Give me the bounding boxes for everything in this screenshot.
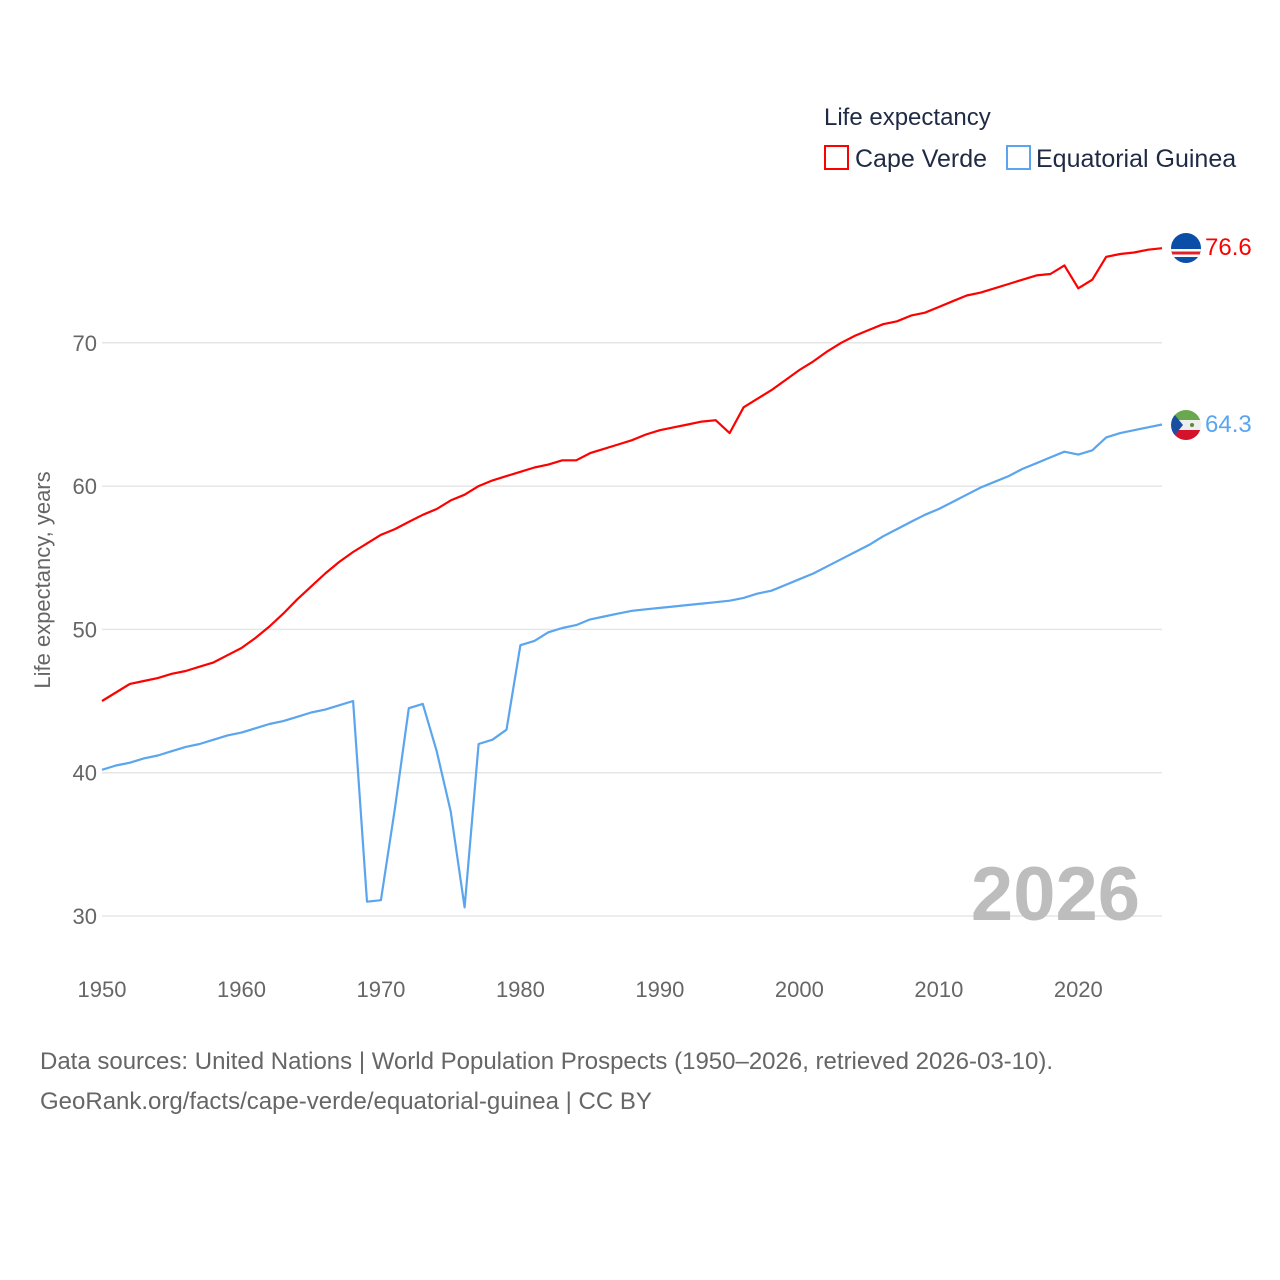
x-tick-label: 2000 — [775, 977, 824, 1002]
x-tick-label: 1950 — [78, 977, 127, 1002]
y-tick-label: 50 — [73, 617, 97, 642]
legend-swatch-equatorial-guinea — [1006, 145, 1031, 170]
legend: Life expectancy Cape Verde Equatorial Gu… — [824, 104, 1236, 173]
y-tick-label: 70 — [73, 331, 97, 356]
series-line-equatorial-guinea — [101, 423, 1163, 909]
y-tick-label: 30 — [73, 904, 97, 929]
flag-equatorial-guinea — [1171, 410, 1201, 440]
x-tick-label: 1980 — [496, 977, 545, 1002]
series-line-cape-verde — [101, 247, 1163, 702]
data-source: Data sources: United Nations | World Pop… — [40, 1048, 1054, 1075]
y-tick-label: 40 — [73, 761, 97, 786]
x-tick-label: 2020 — [1054, 977, 1103, 1002]
legend-swatch-cape-verde — [824, 145, 849, 170]
x-tick-label: 2010 — [914, 977, 963, 1002]
year-label: 2026 — [971, 852, 1140, 937]
legend-item-equatorial-guinea[interactable]: Equatorial Guinea — [1036, 145, 1236, 173]
source-link[interactable]: GeoRank.org/facts/cape-verde/equatorial-… — [40, 1088, 652, 1115]
x-tick-label: 1970 — [356, 977, 405, 1002]
flag-cape-verde — [1171, 233, 1201, 263]
y-tick-label: 60 — [73, 474, 97, 499]
legend-title: Life expectancy — [824, 104, 991, 131]
legend-item-cape-verde[interactable]: Cape Verde — [855, 145, 987, 173]
end-label-equatorial-guinea: 64.3 — [1205, 411, 1252, 438]
y-axis-label: Life expectancy, years — [30, 471, 55, 688]
x-tick-label: 1960 — [217, 977, 266, 1002]
footer: Data sources: United Nations | World Pop… — [40, 1042, 1053, 1122]
x-tick-label: 1990 — [635, 977, 684, 1002]
end-label-cape-verde: 76.6 — [1205, 234, 1252, 261]
